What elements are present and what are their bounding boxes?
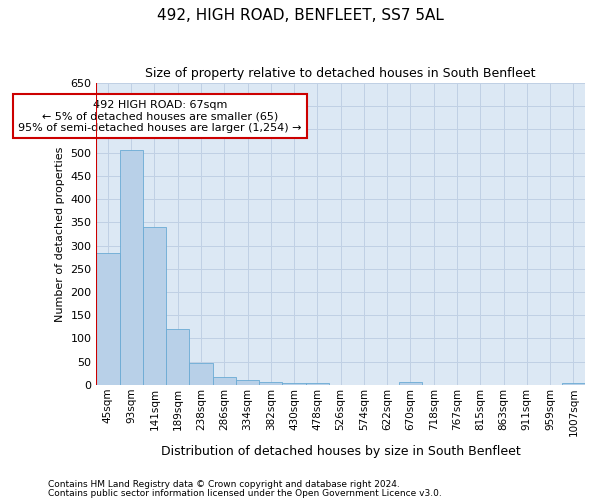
- Bar: [143, 227, 166, 385]
- Bar: [236, 380, 259, 385]
- Bar: [562, 382, 585, 385]
- Text: Contains public sector information licensed under the Open Government Licence v3: Contains public sector information licen…: [48, 488, 442, 498]
- Bar: [190, 363, 212, 385]
- Title: Size of property relative to detached houses in South Benfleet: Size of property relative to detached ho…: [145, 68, 536, 80]
- Bar: [283, 382, 306, 385]
- Y-axis label: Number of detached properties: Number of detached properties: [55, 146, 65, 322]
- X-axis label: Distribution of detached houses by size in South Benfleet: Distribution of detached houses by size …: [161, 444, 521, 458]
- Text: 492 HIGH ROAD: 67sqm
← 5% of detached houses are smaller (65)
95% of semi-detach: 492 HIGH ROAD: 67sqm ← 5% of detached ho…: [18, 100, 302, 133]
- Bar: [96, 252, 119, 385]
- Bar: [399, 382, 422, 385]
- Bar: [212, 376, 236, 385]
- Bar: [119, 150, 143, 385]
- Bar: [259, 382, 283, 385]
- Bar: [306, 382, 329, 385]
- Text: 492, HIGH ROAD, BENFLEET, SS7 5AL: 492, HIGH ROAD, BENFLEET, SS7 5AL: [157, 8, 443, 22]
- Bar: [166, 329, 190, 385]
- Text: Contains HM Land Registry data © Crown copyright and database right 2024.: Contains HM Land Registry data © Crown c…: [48, 480, 400, 489]
